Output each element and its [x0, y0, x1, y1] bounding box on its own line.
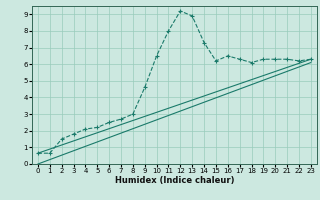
- X-axis label: Humidex (Indice chaleur): Humidex (Indice chaleur): [115, 176, 234, 185]
